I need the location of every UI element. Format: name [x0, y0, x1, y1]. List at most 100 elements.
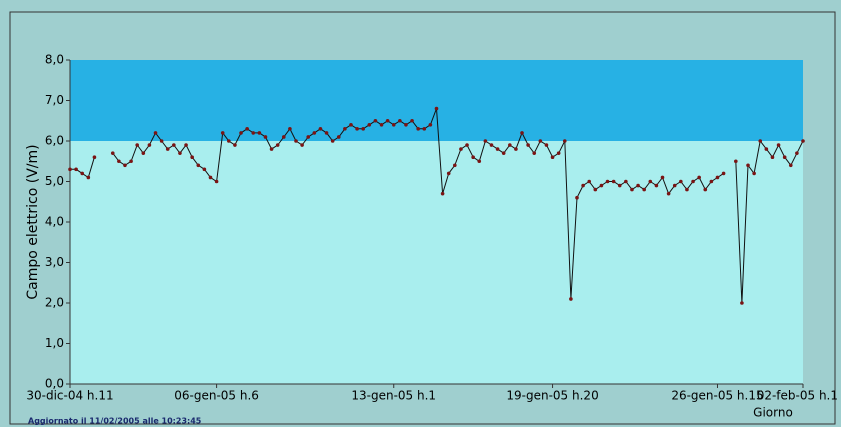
point	[599, 183, 604, 188]
point	[404, 123, 408, 127]
point	[159, 139, 164, 143]
point	[691, 179, 695, 184]
point	[520, 131, 524, 135]
point	[782, 155, 787, 159]
point	[703, 187, 708, 192]
point	[184, 143, 188, 147]
point	[764, 147, 769, 151]
point	[477, 159, 482, 164]
point	[617, 183, 622, 188]
x-tick-label: 19-gen-05 h.20	[506, 389, 598, 403]
y-tick-label: 2,0	[45, 296, 64, 310]
point	[758, 139, 763, 143]
point	[263, 135, 268, 139]
point	[86, 175, 91, 180]
point	[672, 183, 677, 188]
point	[165, 147, 170, 151]
point	[367, 123, 372, 127]
y-tick-label: 5,0	[45, 174, 64, 188]
point	[373, 118, 378, 123]
point	[312, 131, 317, 135]
point	[275, 143, 280, 147]
point	[630, 187, 634, 192]
point	[465, 143, 469, 147]
point	[257, 131, 262, 135]
point	[92, 155, 97, 159]
point	[318, 127, 323, 131]
point	[666, 191, 671, 196]
point	[361, 127, 366, 131]
x-tick-label: 30-dic-04 h.11	[26, 389, 113, 403]
point	[428, 123, 433, 127]
point	[562, 139, 567, 143]
point	[288, 127, 292, 131]
point	[281, 135, 286, 139]
point	[74, 167, 78, 172]
point	[709, 179, 714, 184]
point	[788, 163, 793, 168]
point	[593, 187, 598, 192]
point	[220, 131, 225, 135]
point	[68, 167, 72, 172]
point	[514, 147, 518, 151]
point	[398, 118, 402, 123]
point	[330, 139, 335, 143]
y-tick-label: 3,0	[45, 255, 64, 269]
point	[208, 175, 213, 180]
point	[697, 175, 701, 180]
point	[581, 183, 585, 188]
y-tick-label: 8,0	[45, 53, 64, 67]
point	[715, 175, 720, 180]
point	[306, 135, 311, 139]
point	[233, 143, 237, 147]
point	[532, 151, 537, 155]
point	[410, 118, 414, 123]
point	[239, 131, 243, 135]
point	[734, 159, 738, 164]
point	[575, 195, 579, 200]
point	[624, 179, 628, 184]
point	[489, 143, 494, 147]
point	[153, 131, 158, 135]
band-above	[70, 60, 803, 141]
point	[770, 155, 775, 159]
x-tick-label: 26-gen-05 h.15	[671, 389, 763, 403]
point	[178, 151, 182, 155]
point	[80, 171, 85, 176]
footer: Aggiornato il 11/02/2005 alle 10:23:45	[28, 417, 202, 426]
point	[746, 163, 750, 168]
point	[556, 151, 561, 155]
y-tick-label: 0,0	[45, 377, 64, 391]
point	[471, 155, 475, 159]
point	[459, 147, 463, 151]
point	[300, 143, 304, 147]
point	[453, 163, 457, 168]
point	[110, 151, 115, 155]
point	[636, 183, 640, 188]
point	[172, 143, 176, 147]
point	[483, 139, 488, 143]
y-axis-label: Campo elettrico (V/m)	[25, 144, 41, 299]
point	[355, 127, 359, 131]
band-below	[70, 141, 803, 384]
point	[508, 143, 512, 147]
x-tick-label: 13-gen-05 h.1	[351, 389, 436, 403]
point	[379, 123, 384, 127]
point	[336, 135, 341, 139]
point	[135, 143, 139, 147]
point	[117, 159, 121, 164]
point	[752, 171, 756, 176]
point	[501, 151, 506, 155]
point	[385, 118, 390, 123]
point	[129, 159, 133, 164]
point	[251, 131, 256, 135]
x-axis-label: Giorno	[753, 406, 793, 420]
y-tick-label: 6,0	[45, 134, 64, 148]
point	[349, 123, 353, 127]
point	[801, 139, 805, 143]
point	[434, 106, 439, 111]
point	[446, 171, 451, 176]
point	[721, 171, 726, 176]
point	[214, 179, 219, 184]
